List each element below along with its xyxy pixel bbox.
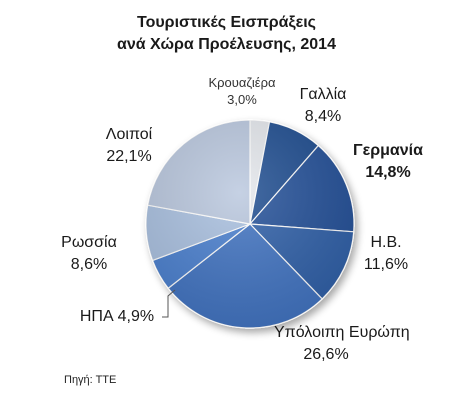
pie-gloss — [146, 120, 354, 328]
label-germany-value: 14,8% — [365, 164, 411, 181]
label-others: Λοιποί 22,1% — [92, 124, 166, 168]
label-usa: ΗΠΑ 4,9% — [72, 306, 162, 328]
label-germany-name: Γερμανία — [353, 142, 423, 159]
chart-source: Πηγή: ΤΤΕ — [64, 374, 117, 386]
label-rest-of-europe: Υπόλοιπη Ευρώπη 26,6% — [274, 322, 410, 366]
label-uk-value: 11,6% — [363, 256, 409, 273]
label-usa-value: 4,9% — [117, 308, 155, 325]
label-uk-name: Η.Β. — [370, 234, 402, 251]
label-cruise: Κρουαζιέρα 3,0% — [196, 74, 288, 108]
label-others-value: 22,1% — [106, 148, 152, 165]
label-others-name: Λοιποί — [105, 126, 153, 143]
label-usa-name: ΗΠΑ — [79, 308, 114, 325]
label-cruise-name: Κρουαζιέρα — [208, 75, 276, 90]
label-france: Γαλλία 8,4% — [286, 84, 360, 128]
label-france-value: 8,4% — [304, 108, 342, 125]
label-cruise-value: 3,0% — [227, 92, 257, 107]
label-rest-of-europe-value: 26,6% — [303, 346, 349, 363]
label-russia: Ρωσσία 8,6% — [52, 232, 126, 276]
label-russia-name: Ρωσσία — [61, 234, 117, 251]
leader-line-usa — [162, 289, 176, 318]
label-france-name: Γαλλία — [299, 86, 347, 103]
label-rest-of-europe-name: Υπόλοιπη Ευρώπη — [274, 324, 410, 341]
chart-title-line-2: ανά Χώρα Προέλευσης, 2014 — [117, 36, 336, 53]
label-uk: Η.Β. 11,6% — [354, 232, 418, 276]
label-russia-value: 8,6% — [70, 256, 108, 273]
chart-title-line-1: Τουριστικές Εισπράξεις — [137, 14, 316, 31]
label-germany: Γερμανία 14,8% — [336, 140, 440, 184]
